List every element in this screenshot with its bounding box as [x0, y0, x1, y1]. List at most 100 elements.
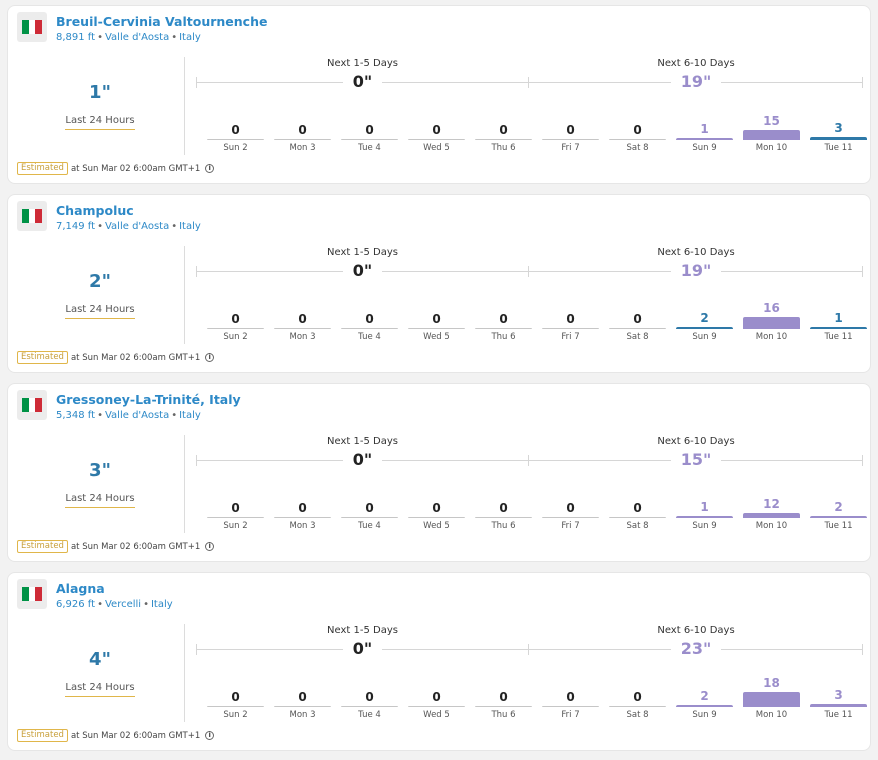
flag-stripe-white: [28, 398, 36, 412]
day-label: Thu 6: [491, 143, 516, 153]
day-forecast: 2 Sun 9: [671, 670, 738, 722]
day-snowfall-bar: [676, 138, 733, 140]
country-link[interactable]: Italy: [150, 599, 173, 610]
estimated-timestamp: at Sun Mar 02 6:00am GMT+1: [70, 352, 201, 363]
period-bracket-end: [862, 77, 863, 88]
last-24-label[interactable]: Last 24 Hours: [65, 682, 135, 697]
day-snowfall-bar: [207, 139, 264, 140]
separator-dot: •: [97, 599, 103, 610]
day-snowfall-bar: [676, 327, 733, 329]
day-snowfall-bar: [274, 706, 331, 707]
day-label: Mon 10: [755, 332, 788, 342]
info-icon[interactable]: i: [205, 164, 215, 173]
day-forecast: 0 Fri 7: [537, 481, 604, 533]
estimated-badge: Estimated: [17, 729, 68, 742]
period-next-6-10-days: Next 6-10 Days 15": [529, 435, 863, 472]
estimated-note: Estimated at Sun Mar 02 6:00am GMT+1 i: [17, 351, 215, 364]
day-snowfall-bar: [609, 328, 666, 329]
day-snowfall-value: 0: [566, 123, 575, 137]
flag-stripe-green: [22, 587, 29, 601]
day-label: Sun 2: [223, 710, 248, 720]
period-bracket-start: [196, 644, 197, 655]
day-snowfall-value: 0: [432, 690, 441, 704]
day-label: Mon 3: [289, 332, 316, 342]
country-link[interactable]: Italy: [179, 410, 201, 421]
last-24-label[interactable]: Last 24 Hours: [65, 115, 135, 130]
day-label: Thu 6: [491, 710, 516, 720]
day-forecast: 1 Tue 11: [805, 292, 872, 344]
info-icon[interactable]: i: [205, 542, 215, 551]
day-snowfall-value: 18: [763, 676, 780, 691]
day-snowfall-bar: [408, 706, 465, 707]
region-link[interactable]: Valle d'Aosta: [104, 221, 170, 232]
region-link[interactable]: Vercelli: [104, 599, 142, 610]
day-forecast: 0 Sun 2: [202, 481, 269, 533]
country-link[interactable]: Italy: [179, 32, 201, 43]
day-label: Fri 7: [561, 710, 580, 720]
info-icon[interactable]: i: [205, 731, 215, 740]
day-snowfall-bar: [475, 328, 532, 329]
day-forecast: 0 Thu 6: [470, 670, 537, 722]
day-snowfall-value: 0: [566, 312, 575, 326]
resort-card: Champoluc 7,149 ft • Valle d'Aosta • Italy 2…: [7, 194, 871, 373]
italy-flag-icon: [17, 579, 47, 609]
resort-name-link[interactable]: Breuil-Cervinia Valtournenche: [56, 14, 268, 29]
period-bracket-end: [862, 644, 863, 655]
day-label: Wed 5: [423, 143, 450, 153]
separator-dot: •: [171, 32, 178, 43]
last-24-label[interactable]: Last 24 Hours: [65, 493, 135, 508]
resort-elevation: 7,149 ft: [56, 221, 96, 232]
day-snowfall-bar: [475, 706, 532, 707]
day-snowfall-bar: [341, 139, 398, 140]
last-24-hours: 1" Last 24 Hours: [16, 82, 184, 130]
day-forecast: 16 Mon 10: [738, 292, 805, 344]
day-snowfall-value: 0: [499, 123, 508, 137]
day-snowfall-bar: [743, 512, 800, 518]
day-forecast: 0 Sat 8: [604, 670, 671, 722]
day-label: Sun 9: [692, 143, 717, 153]
country-link[interactable]: Italy: [179, 221, 201, 232]
daily-forecast: 0 Sun 2 0 Mon 3 0 Tue 4 0 Wed 5 0 Thu 6 …: [202, 670, 872, 722]
flag-stripe-white: [28, 587, 36, 601]
day-snowfall-value: 3: [834, 121, 843, 135]
flag-stripe-green: [22, 20, 29, 34]
day-snowfall-value: 2: [700, 311, 709, 325]
resort-location: 8,891 ft • Valle d'Aosta • Italy: [56, 32, 201, 43]
resort-name-link[interactable]: Gressoney-La-Trinité, Italy: [56, 392, 241, 407]
day-label: Wed 5: [423, 710, 450, 720]
resort-name-link[interactable]: Champoluc: [56, 203, 134, 218]
day-snowfall-bar: [408, 139, 465, 140]
day-forecast: 0 Thu 6: [470, 481, 537, 533]
day-snowfall-bar: [810, 516, 867, 518]
day-label: Thu 6: [491, 332, 516, 342]
day-snowfall-bar: [810, 704, 867, 707]
flag-stripe-white: [28, 209, 36, 223]
day-snowfall-value: 2: [700, 689, 709, 703]
period-label: Next 1-5 Days: [327, 625, 398, 636]
info-icon[interactable]: i: [205, 353, 215, 362]
separator-dot: •: [171, 221, 178, 232]
region-link[interactable]: Valle d'Aosta: [104, 32, 170, 43]
day-forecast: 0 Sun 2: [202, 670, 269, 722]
day-snowfall-bar: [341, 517, 398, 518]
resort-card: Alagna 6,926 ft • Vercelli • Italy 4" Last 2…: [7, 572, 871, 751]
last-24-label[interactable]: Last 24 Hours: [65, 304, 135, 319]
day-snowfall-value: 0: [298, 690, 307, 704]
day-snowfall-value: 0: [231, 312, 240, 326]
day-label: Mon 3: [289, 521, 316, 531]
day-label: Tue 4: [358, 521, 381, 531]
resort-name-link[interactable]: Alagna: [56, 581, 105, 596]
day-forecast: 0 Fri 7: [537, 103, 604, 155]
period-next-6-10-days: Next 6-10 Days 19": [529, 57, 863, 94]
day-snowfall-value: 0: [231, 690, 240, 704]
day-label: Fri 7: [561, 143, 580, 153]
period-bracket-start: [196, 455, 197, 466]
separator-dot: •: [97, 32, 103, 43]
region-link[interactable]: Valle d'Aosta: [104, 410, 170, 421]
day-snowfall-value: 0: [231, 501, 240, 515]
day-snowfall-value: 0: [365, 501, 374, 515]
estimated-timestamp: at Sun Mar 02 6:00am GMT+1: [70, 541, 201, 552]
period-total: 15": [670, 448, 722, 472]
day-label: Tue 11: [824, 332, 853, 342]
resort-elevation: 6,926 ft: [56, 599, 96, 610]
